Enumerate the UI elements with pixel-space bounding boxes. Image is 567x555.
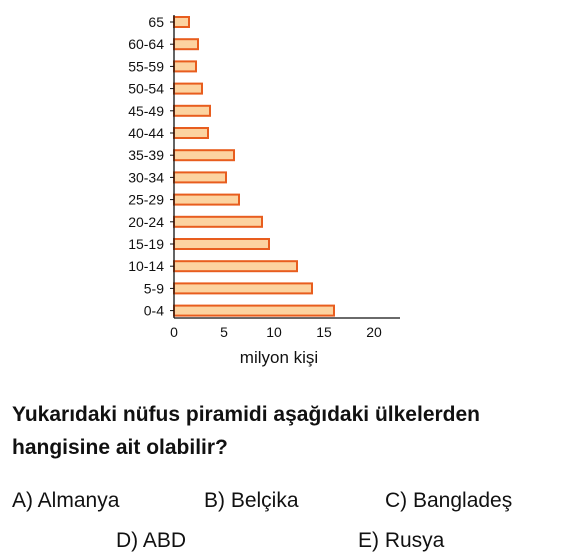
bar-65 xyxy=(173,16,190,28)
y-tick-label: 5-9 xyxy=(144,280,164,296)
bar-55-59 xyxy=(173,60,197,73)
y-tick-label: 15-19 xyxy=(128,236,164,252)
y-tick-label: 30-34 xyxy=(128,169,164,185)
x-tick-label: 15 xyxy=(316,324,332,340)
x-tick-label: 10 xyxy=(266,324,282,340)
population-bar-chart: 65 60-64 55-59 50-54 45-49 40-44 35-39 30-34 25-… xyxy=(128,14,400,367)
bar-5-9 xyxy=(173,282,313,295)
x-tick-label: 0 xyxy=(170,324,178,340)
age-group-labels: 65 60-64 55-59 50-54 45-49 40-44 35-39 30-34 25-… xyxy=(128,14,174,319)
bar-0-4 xyxy=(173,304,335,317)
bar-50-54 xyxy=(173,82,203,95)
option-d[interactable]: D) ABD xyxy=(116,529,187,552)
y-tick-label: 35-39 xyxy=(128,147,164,163)
y-tick-label: 55-59 xyxy=(128,58,164,74)
y-tick-label: 10-14 xyxy=(128,258,164,274)
y-tick-label: 40-44 xyxy=(128,125,164,141)
x-tick-label: 20 xyxy=(366,324,382,340)
bar-45-49 xyxy=(173,104,211,117)
y-tick-label: 0-4 xyxy=(144,303,164,319)
bar-40-44 xyxy=(173,127,209,139)
bars-group xyxy=(173,16,335,317)
bar-35-39 xyxy=(173,149,235,162)
bar-25-29 xyxy=(173,193,240,206)
y-tick-label: 50-54 xyxy=(128,81,164,97)
bar-20-24 xyxy=(173,215,263,228)
y-tick-label: 65 xyxy=(148,14,164,30)
question-text: Yukarıdaki nüfus piramidi aşağıdaki ülke… xyxy=(12,403,480,459)
y-tick-label: 20-24 xyxy=(128,214,164,230)
option-c[interactable]: C) Bangladeş xyxy=(385,489,513,512)
x-axis-label: milyon kişi xyxy=(240,348,318,367)
option-b[interactable]: B) Belçika xyxy=(204,489,299,512)
y-tick-label: 45-49 xyxy=(128,103,164,119)
x-tick-labels: 0 5 10 15 20 xyxy=(170,324,382,340)
y-tick-label: 25-29 xyxy=(128,192,164,208)
option-a[interactable]: A) Almanya xyxy=(12,489,120,512)
y-tick-label: 60-64 xyxy=(128,36,164,52)
bar-60-64 xyxy=(173,38,199,51)
bar-30-34 xyxy=(173,171,227,184)
bar-15-19 xyxy=(173,238,270,250)
bar-10-14 xyxy=(173,260,298,273)
x-tick-label: 5 xyxy=(220,324,228,340)
option-e[interactable]: E) Rusya xyxy=(358,529,445,552)
